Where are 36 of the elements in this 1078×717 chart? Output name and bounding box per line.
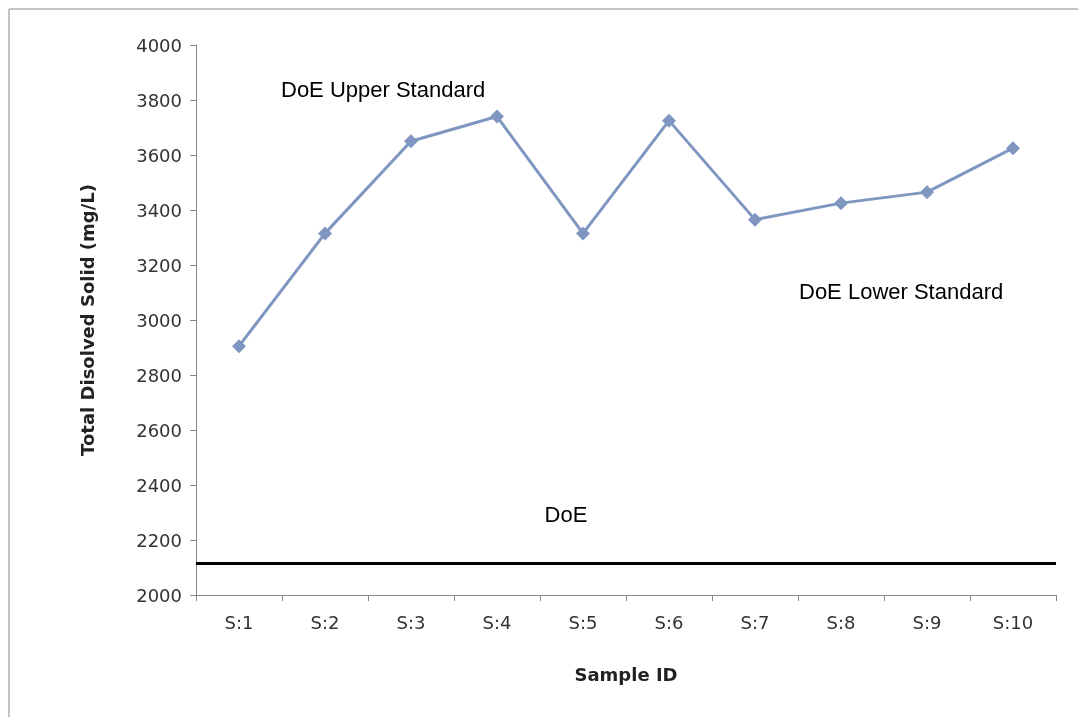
y-tick-label: 4000 (136, 34, 182, 56)
y-tick-label: 3000 (136, 309, 182, 331)
x-tick-label: S:8 (826, 611, 856, 633)
y-tick-label: 3400 (136, 199, 182, 221)
y-tick-label: 2400 (136, 474, 182, 496)
y-tick-label: 3800 (136, 89, 182, 111)
y-tick-label: 2600 (136, 419, 182, 441)
y-tick-label: 2200 (136, 529, 182, 551)
x-tick-label: S:9 (912, 611, 942, 633)
x-tick-label: S:10 (992, 611, 1034, 633)
point (1006, 141, 1020, 156)
x-tick-label: S:2 (310, 611, 340, 633)
annotation: DoE Upper Standard (281, 76, 486, 102)
annotation: DoE Lower Standard (799, 278, 1004, 304)
point (920, 185, 934, 200)
point (404, 134, 418, 149)
y-axis-title: Total Disolved Solid (mg/L) (76, 184, 98, 456)
x-tick-label: S:1 (224, 611, 254, 633)
y-tick-label: 2800 (136, 364, 182, 386)
point (662, 113, 676, 128)
point (490, 109, 504, 124)
x-tick-label: S:7 (740, 611, 770, 633)
point (748, 212, 762, 227)
y-tick-label: 2000 (136, 584, 182, 606)
point (834, 196, 848, 211)
x-axis-title: Sample ID (574, 663, 678, 685)
point (318, 226, 332, 241)
x-tick-label: S:3 (396, 611, 426, 633)
point (576, 226, 590, 241)
x-tick-label: S:6 (654, 611, 684, 633)
x-tick-label: S:5 (568, 611, 598, 633)
x-tick-label: S:4 (482, 611, 512, 633)
point (232, 339, 246, 354)
y-tick-label: 3600 (136, 144, 182, 166)
ref-line-label: DoE (544, 501, 588, 527)
y-tick-label: 3200 (136, 254, 182, 276)
